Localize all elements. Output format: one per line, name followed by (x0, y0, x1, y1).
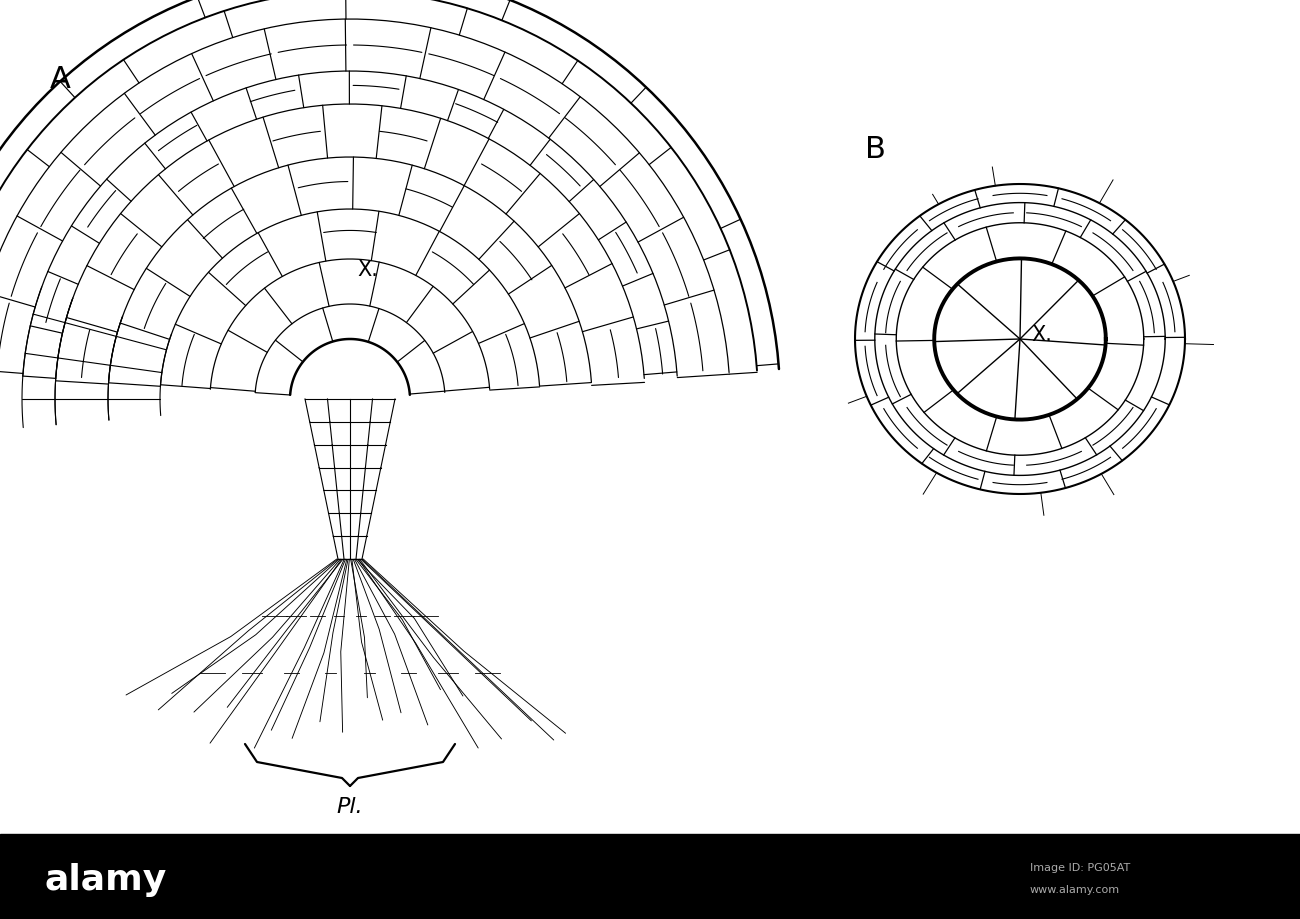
Text: A: A (49, 65, 72, 94)
Text: B: B (864, 135, 885, 164)
Text: www.alamy.com: www.alamy.com (1030, 884, 1121, 894)
Text: Pl.: Pl. (337, 796, 363, 816)
Text: alamy: alamy (46, 862, 168, 896)
Text: X.: X. (1032, 324, 1053, 345)
Text: Image ID: PG05AT: Image ID: PG05AT (1030, 862, 1130, 872)
Text: X.: X. (358, 260, 378, 279)
Bar (0, 834, 1300, 919)
